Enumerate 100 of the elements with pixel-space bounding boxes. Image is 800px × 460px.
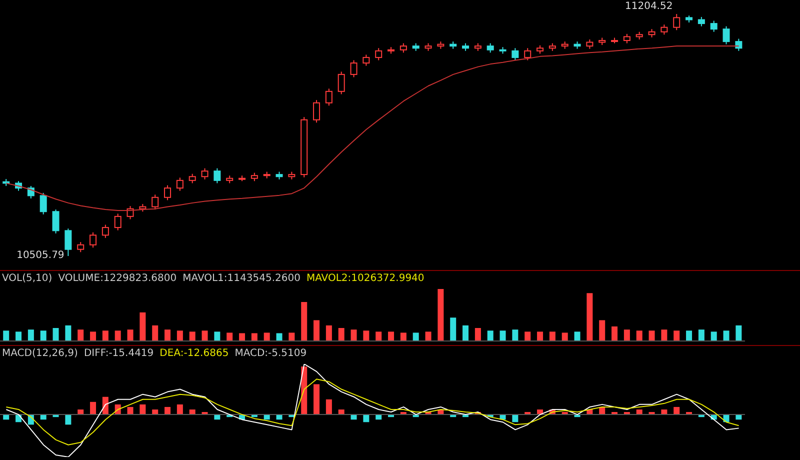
annotation: 10505.79 <box>16 250 64 261</box>
bar <box>400 332 406 341</box>
text: DIFF:-15.4419 <box>84 348 154 359</box>
bar <box>176 404 183 415</box>
bar <box>326 399 332 415</box>
candlestick <box>722 26 730 45</box>
chart-title: MACD(12,26,9) <box>2 348 78 359</box>
bar <box>674 406 680 415</box>
bar <box>16 332 22 341</box>
bar <box>487 330 494 341</box>
bar <box>549 332 556 341</box>
candlestick <box>486 42 494 54</box>
text: MAVOL2:1026372.9940 <box>306 273 424 284</box>
bar <box>127 406 134 415</box>
bar <box>251 333 258 341</box>
candlestick <box>201 168 208 180</box>
bar <box>114 330 121 341</box>
bar <box>226 332 233 341</box>
bar <box>52 328 59 341</box>
bar <box>326 325 332 341</box>
bar <box>314 320 320 341</box>
bar <box>462 325 469 341</box>
bar <box>140 312 146 341</box>
bar <box>350 330 357 341</box>
bar <box>78 330 84 341</box>
candlestick <box>64 228 72 256</box>
bar <box>686 330 692 341</box>
text: 11204.52 <box>625 1 673 12</box>
bar <box>612 326 618 341</box>
candlestick <box>362 54 370 66</box>
bar <box>202 330 208 341</box>
candlestick <box>214 168 221 184</box>
bar <box>674 330 680 341</box>
candlestick <box>152 194 159 210</box>
bar <box>189 332 196 341</box>
candlestick <box>313 100 320 124</box>
candlestick <box>710 20 718 32</box>
bar <box>500 330 506 341</box>
chart-title: VOL(5,10) <box>2 273 52 284</box>
bar <box>661 330 668 341</box>
text: DEA:-12.6865 <box>160 348 229 359</box>
bar <box>524 332 531 341</box>
bar <box>450 318 456 341</box>
bar <box>276 333 282 341</box>
text: VOLUME:1229823.6800 <box>58 273 177 284</box>
candlestick <box>524 48 532 61</box>
bar <box>736 325 742 341</box>
candlestick <box>114 213 122 231</box>
bar <box>363 414 370 422</box>
bar <box>65 325 72 341</box>
candlestick <box>698 16 705 27</box>
candlestick <box>102 224 109 238</box>
candlestick <box>90 232 97 248</box>
candlestick <box>586 38 594 50</box>
candlestick <box>176 177 184 192</box>
candlestick <box>350 60 358 78</box>
bar <box>127 330 134 341</box>
bar <box>474 328 481 341</box>
candlestick <box>660 24 668 36</box>
candlestick <box>673 14 680 31</box>
bar <box>164 330 171 341</box>
candlestick <box>188 173 196 184</box>
candlestick <box>735 38 742 52</box>
candlestick <box>623 33 630 44</box>
bar <box>164 406 171 415</box>
candlestick <box>338 71 345 95</box>
bar <box>363 330 370 341</box>
bar <box>314 384 320 415</box>
bar <box>176 330 183 341</box>
candlestick <box>512 48 519 61</box>
bar <box>438 289 444 341</box>
text: MACD:-5.5109 <box>234 348 307 359</box>
bar <box>648 330 655 341</box>
candlestick <box>375 48 382 61</box>
bar <box>425 332 432 341</box>
bar <box>288 332 295 341</box>
bar <box>412 332 419 341</box>
bar <box>301 302 308 341</box>
candlestick <box>77 242 84 253</box>
bar <box>586 293 593 341</box>
candlestick <box>400 42 407 54</box>
bar <box>90 332 96 341</box>
bar <box>636 330 642 341</box>
bar <box>3 330 10 341</box>
bar <box>264 332 270 341</box>
bar <box>90 402 96 415</box>
candlestick <box>164 184 172 201</box>
bar <box>537 332 544 341</box>
bar <box>376 332 382 341</box>
bar <box>698 330 704 341</box>
bar <box>40 330 46 341</box>
bar <box>239 333 246 341</box>
bar <box>512 330 518 341</box>
bar <box>338 328 344 341</box>
candlestick <box>52 209 60 234</box>
bar <box>710 332 717 341</box>
bar <box>28 330 34 341</box>
bar <box>512 414 518 422</box>
text: MAVOL1:1143545.2600 <box>182 273 300 284</box>
bar <box>65 414 72 425</box>
